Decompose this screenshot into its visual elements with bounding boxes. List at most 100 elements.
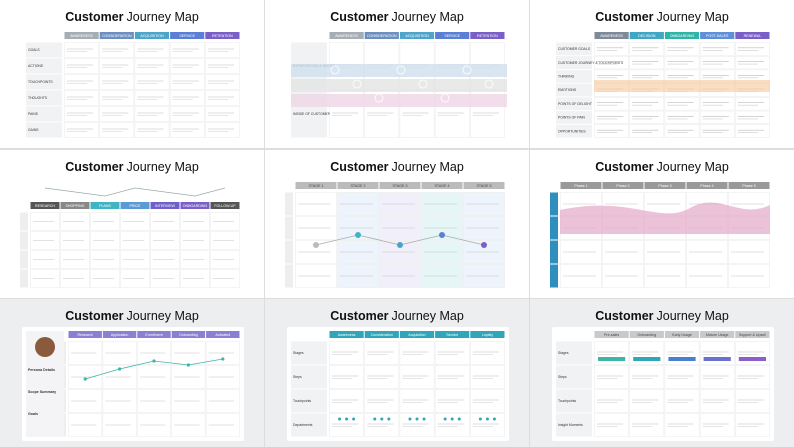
cell-box bbox=[120, 211, 150, 231]
template-thumbnail: Customer Journey Map AWARENESS CONSIDERATIO… bbox=[0, 0, 264, 148]
cell-box bbox=[205, 365, 240, 389]
cell-box bbox=[629, 341, 665, 365]
step-chip bbox=[598, 357, 626, 361]
cell-box bbox=[30, 249, 60, 269]
cell-box bbox=[699, 341, 735, 365]
stage-chip bbox=[329, 32, 364, 39]
stage-label: RETENTION bbox=[212, 34, 233, 38]
cell-box bbox=[120, 268, 150, 288]
cell-box bbox=[399, 413, 435, 437]
row-label-box bbox=[20, 212, 28, 230]
cell-box bbox=[180, 268, 210, 288]
emotion-icon bbox=[374, 93, 384, 103]
cell-box bbox=[64, 106, 99, 122]
cell-box bbox=[134, 122, 170, 138]
cell-box bbox=[735, 341, 770, 365]
emotion-icon bbox=[330, 65, 340, 75]
stage-label: Awareness bbox=[338, 333, 356, 337]
cell-box bbox=[699, 110, 735, 124]
department-dot bbox=[457, 417, 461, 421]
row-label: ACTIONS bbox=[28, 64, 44, 68]
row-label: TOUCHPOINTS bbox=[28, 80, 53, 84]
emotion-icon bbox=[484, 79, 494, 89]
cell-box bbox=[664, 97, 700, 111]
cell-box bbox=[102, 389, 137, 413]
cell-box bbox=[60, 230, 90, 250]
title-rest: Journey Map bbox=[392, 160, 464, 174]
row-label: OPPORTUNITIES bbox=[558, 129, 586, 133]
cell-box bbox=[205, 74, 240, 90]
cell-box bbox=[470, 365, 505, 389]
cell-box bbox=[728, 239, 770, 264]
title-rest: Journey Map bbox=[657, 10, 729, 24]
stage-label: STAGE 3 bbox=[393, 183, 408, 187]
row-label-box bbox=[556, 56, 592, 69]
cell-box bbox=[602, 239, 644, 264]
cell-box bbox=[329, 389, 364, 413]
stage-chip bbox=[337, 181, 379, 189]
cell-box bbox=[728, 263, 770, 288]
cell-box bbox=[735, 124, 770, 138]
cell-box bbox=[99, 106, 135, 122]
cell-box bbox=[399, 365, 435, 389]
stage-label: POST-SALES bbox=[706, 34, 729, 38]
cell-box bbox=[629, 110, 665, 124]
row-label-box bbox=[291, 341, 327, 365]
department-dot bbox=[478, 417, 482, 421]
stage-label: Service bbox=[446, 333, 458, 337]
department-dot bbox=[450, 417, 454, 421]
title-bold: Customer bbox=[330, 10, 388, 24]
stage-label: AWARENESS bbox=[70, 34, 93, 38]
row-label: POINTS OF DELIGHT bbox=[558, 102, 592, 106]
row-label-box bbox=[556, 42, 592, 56]
cell-box bbox=[169, 42, 205, 58]
template-thumbnail: Customer Journey Map AWARENESS DECISION ONBO… bbox=[530, 0, 794, 148]
trend-line bbox=[44, 187, 226, 196]
stage-chip bbox=[470, 32, 505, 39]
cell-box bbox=[150, 268, 180, 288]
cell-box bbox=[364, 413, 400, 437]
cell-box bbox=[664, 110, 700, 124]
cell-box bbox=[180, 230, 210, 250]
cell-box bbox=[686, 239, 728, 264]
stage-chip bbox=[171, 331, 206, 338]
emotion-band bbox=[291, 64, 507, 77]
emotion-dot bbox=[481, 241, 487, 248]
stage-label: RESEARCH bbox=[35, 203, 55, 207]
cell-box bbox=[169, 58, 205, 74]
cell-box bbox=[90, 230, 120, 250]
cell-box bbox=[64, 74, 99, 90]
stage-label: CONSIDERATION bbox=[367, 34, 397, 38]
cell-box bbox=[434, 389, 470, 413]
cell-box bbox=[629, 124, 665, 138]
stage-label: STAGE 2 bbox=[351, 183, 366, 187]
persona-heading: Goals bbox=[28, 412, 38, 416]
stage-chip bbox=[700, 32, 735, 39]
cell-box bbox=[137, 341, 171, 365]
row-label: INSIDE OF CUSTOMER bbox=[293, 112, 331, 116]
row-label: CUSTOMER JOURNEY & TOUCHPOINTS bbox=[558, 61, 624, 65]
cell-box bbox=[205, 122, 240, 138]
row-label-box bbox=[291, 389, 327, 413]
cell-box bbox=[134, 58, 170, 74]
stage-label: Consideration bbox=[371, 333, 393, 337]
department-dot bbox=[415, 417, 419, 421]
cell-box bbox=[205, 90, 240, 106]
persona-heading: Persona Details bbox=[28, 368, 55, 372]
stage-label: Onboarding bbox=[179, 333, 198, 337]
row-label: EMOTIONS bbox=[558, 88, 577, 92]
department-dot bbox=[338, 417, 342, 421]
cell-box bbox=[602, 263, 644, 288]
stage-label: CONSIDERATION bbox=[102, 34, 132, 38]
cell-box bbox=[60, 249, 90, 269]
stage-label: RENEWAL bbox=[744, 34, 762, 38]
cell-box bbox=[364, 341, 400, 365]
stage-chip bbox=[435, 32, 470, 39]
stage-label: Acquisition bbox=[408, 333, 425, 337]
cell-box bbox=[699, 42, 735, 56]
stage-label: Phase 4 bbox=[700, 183, 713, 187]
title-bold: Customer bbox=[330, 160, 388, 174]
cell-box bbox=[329, 365, 364, 389]
stage-label: STAGE 1 bbox=[309, 183, 324, 187]
stage-label: Activated bbox=[215, 333, 230, 337]
